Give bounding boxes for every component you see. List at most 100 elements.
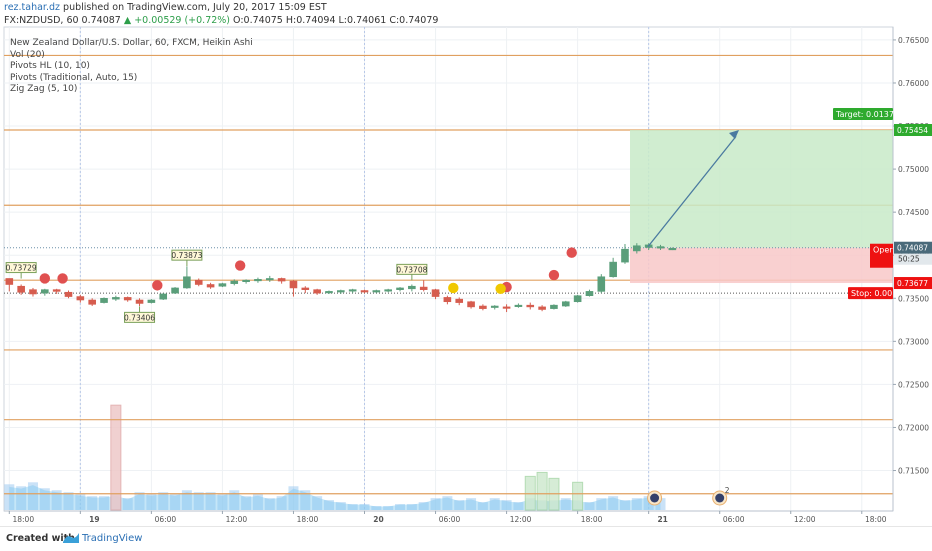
volume-bar	[430, 498, 441, 510]
legend-item-pivots-hl[interactable]: Pivots HL (10, 10)	[10, 61, 90, 71]
red-pivot-marker	[57, 273, 68, 284]
candle-body	[171, 287, 179, 294]
tradingview-logo-icon	[63, 533, 79, 543]
red-pivot-marker	[234, 260, 246, 271]
candle-body	[633, 245, 641, 252]
volume-bar	[27, 482, 38, 510]
candle-body	[467, 301, 475, 308]
publish-info: rez.tahar.dz published on TradingView.co…	[4, 2, 327, 14]
last-price-label: 0.74087	[897, 244, 928, 253]
candle-body	[573, 295, 582, 303]
volume-bar	[205, 492, 216, 510]
candle-body	[538, 306, 546, 310]
candle-body	[194, 279, 203, 285]
stop-price-label-bg	[894, 277, 932, 290]
candle-body	[41, 289, 49, 294]
volume-spike-bar	[110, 404, 122, 511]
volume-bar	[276, 496, 287, 510]
pivot-label: 0.73873	[171, 249, 203, 267]
time-tick-label: 12:00	[510, 515, 532, 524]
volume-bar	[16, 486, 27, 510]
candle-body	[561, 301, 570, 307]
legend-item-zigzag[interactable]: Zig Zag (5, 10)	[10, 84, 78, 94]
candle-body	[526, 304, 535, 308]
time-tick-label: 06:00	[155, 515, 177, 524]
volume-bar	[87, 496, 98, 510]
volume-bar	[217, 494, 228, 510]
projection-arrow-head	[729, 130, 739, 139]
candle-body	[265, 278, 274, 281]
candle-body	[609, 261, 617, 278]
volume-bar	[347, 504, 358, 510]
candle-body	[17, 285, 25, 293]
pivot-label-text: 0.73406	[124, 313, 155, 322]
volume-bar	[560, 498, 571, 510]
volume-bar	[51, 490, 62, 510]
volume-bar	[643, 496, 654, 510]
event-icon-inner	[715, 493, 725, 503]
red-pivot-marker	[39, 273, 51, 284]
footer: Created with TradingView	[0, 526, 932, 551]
candle-body	[372, 290, 381, 293]
author-link[interactable]: rez.tahar.dz	[4, 2, 61, 13]
volume-bar	[371, 506, 382, 510]
candle-body	[490, 305, 499, 308]
time-tick-label: 18:00	[297, 515, 319, 524]
price-tick-label: 0.73500	[898, 294, 929, 303]
candle-body	[597, 276, 606, 292]
volume-bar	[75, 494, 86, 510]
last-price-label-bg	[894, 241, 932, 254]
candle-body	[254, 279, 262, 282]
candle-body	[502, 306, 511, 309]
volume-bar	[501, 500, 512, 510]
candle-body	[277, 278, 286, 282]
candle-body	[443, 297, 452, 303]
candle-body	[76, 296, 85, 301]
candle-body	[668, 248, 677, 251]
pivot-label: 0.73406	[124, 306, 155, 323]
candle-body	[348, 289, 357, 292]
volume-bar	[181, 490, 192, 510]
created-with-text: Created with	[6, 533, 75, 544]
candle-body	[123, 297, 132, 301]
volume-bar	[596, 498, 607, 510]
candle-body	[242, 279, 250, 282]
event-count: 2	[725, 486, 730, 495]
volume-bar	[359, 504, 370, 510]
candle-body	[301, 287, 310, 290]
volume-bar	[288, 486, 299, 510]
time-tick-label: 20	[373, 515, 383, 524]
volume-bar	[312, 496, 323, 510]
price-tick-label: 0.71500	[898, 467, 929, 476]
price-tick-label: 0.72000	[898, 423, 929, 432]
volume-bar	[63, 492, 74, 510]
legend-item-symbol[interactable]: New Zealand Dollar/U.S. Dollar, 60, FXCM…	[10, 38, 253, 48]
price-chart[interactable]: 0.73729 0.73873 0.73406 0.73708 2 0.76500 0.76…	[0, 0, 932, 526]
open-position-bg	[870, 243, 893, 268]
candle-body	[218, 283, 227, 287]
time-tick-label: 19	[89, 515, 99, 524]
stop-label: Stop: 0.00	[851, 289, 892, 298]
candle-body	[230, 280, 239, 284]
legend-item-volume[interactable]: Vol (20)	[10, 49, 45, 60]
volume-bar	[454, 500, 465, 510]
volume-bar	[252, 494, 263, 510]
target-label-bg	[833, 108, 893, 121]
volume-bar	[229, 490, 240, 510]
volume-bar	[466, 498, 477, 510]
time-tick-label: 21	[657, 515, 667, 524]
volume-bar	[158, 492, 169, 510]
time-tick-label: 18:00	[12, 515, 34, 524]
tradingview-link[interactable]: TradingView	[82, 533, 143, 544]
price-tick-label: 0.76500	[898, 36, 929, 45]
candle-body	[147, 299, 156, 303]
volume-bar	[406, 504, 417, 510]
time-tick-label: 12:00	[226, 515, 248, 524]
legend-item-pivots[interactable]: Pivots (Traditional, Auto, 15)	[10, 72, 138, 83]
candle-body	[206, 284, 215, 288]
pivot-label: 0.73729	[6, 262, 37, 279]
candle-body	[52, 289, 61, 292]
time-tick-label: 18:00	[581, 515, 603, 524]
candle-body	[88, 299, 96, 305]
red-pivot-marker	[566, 247, 577, 258]
